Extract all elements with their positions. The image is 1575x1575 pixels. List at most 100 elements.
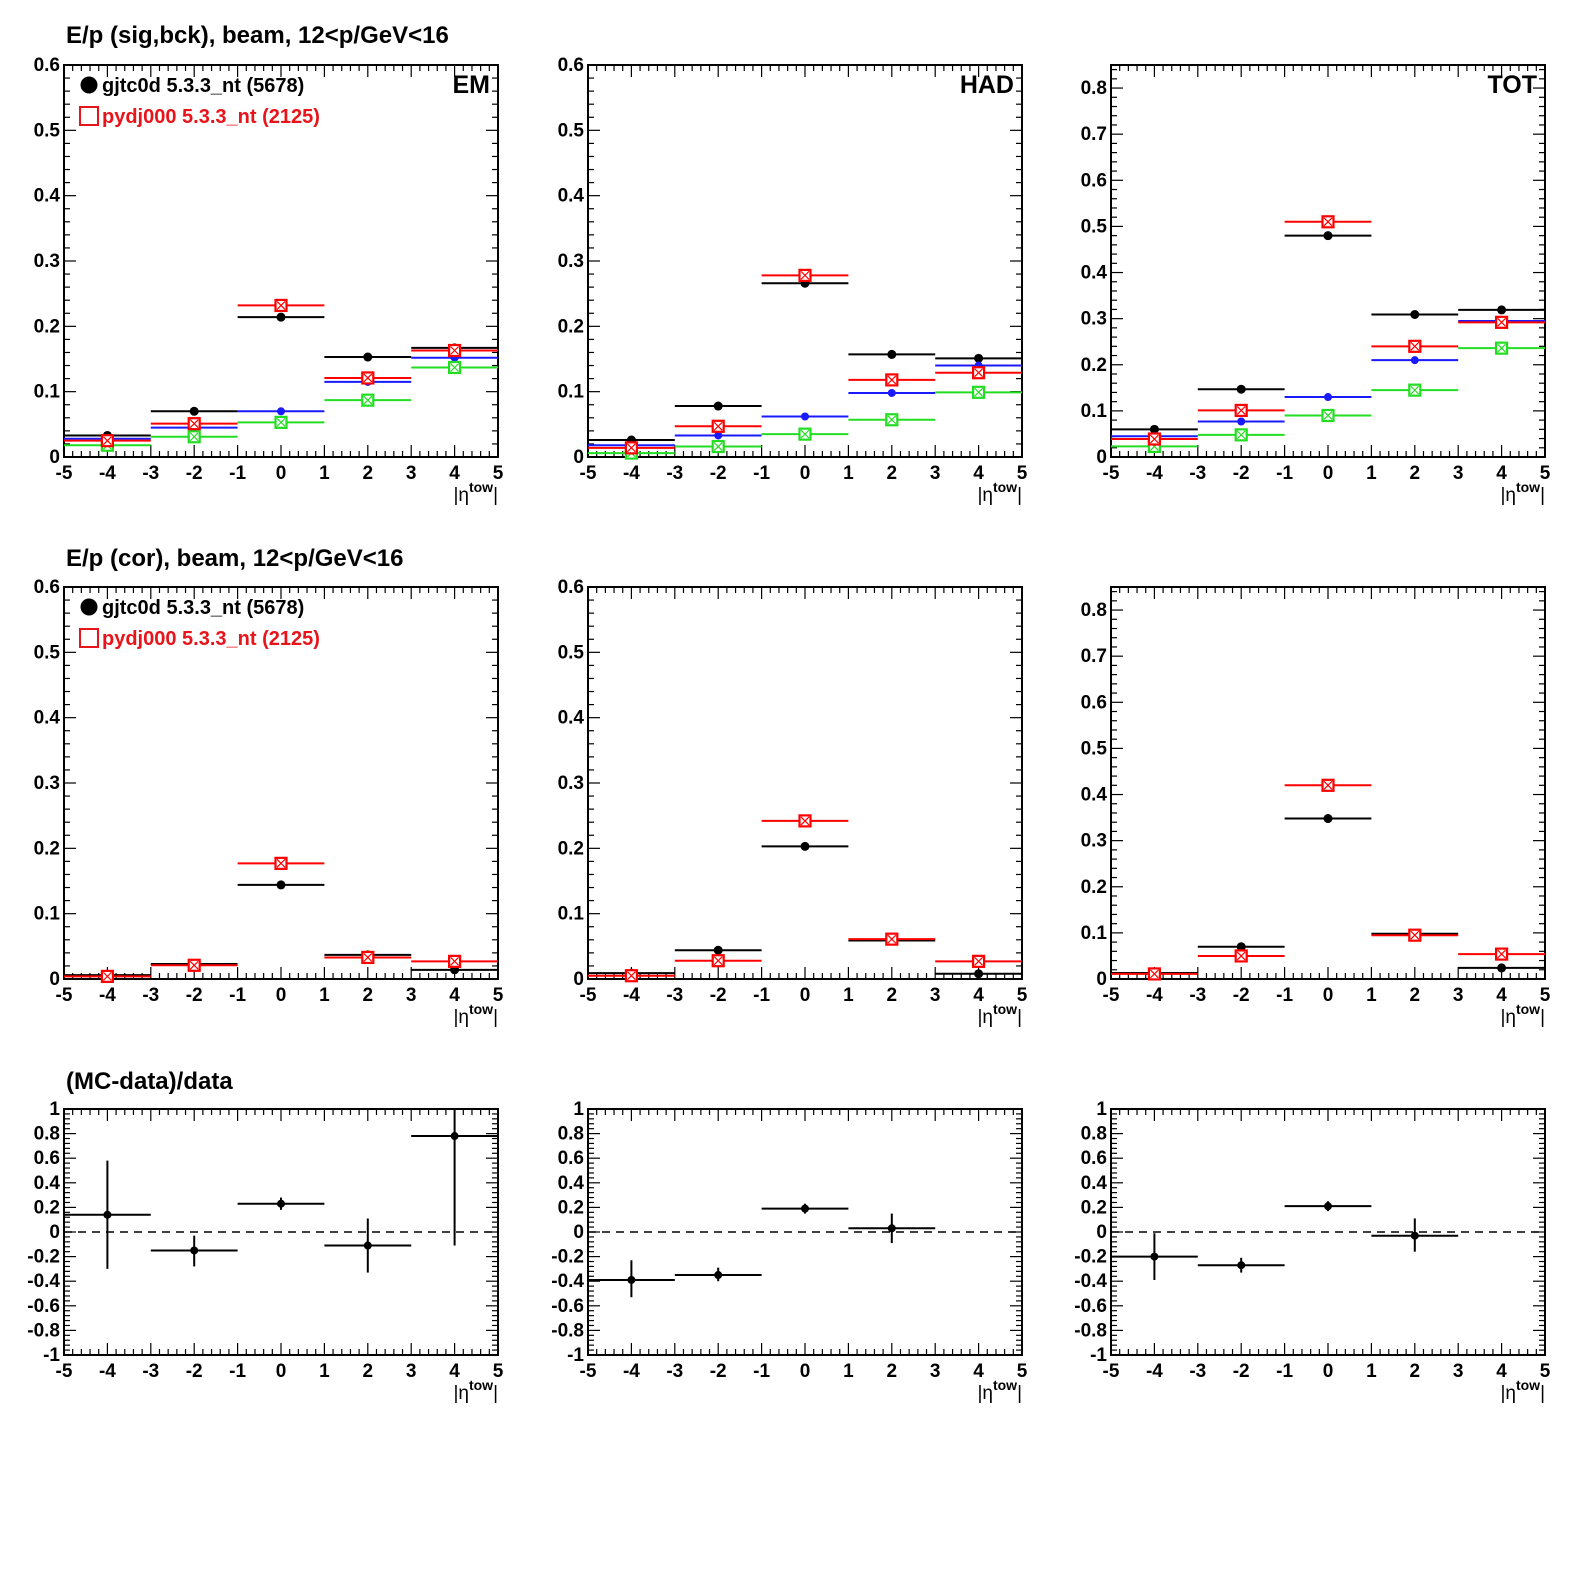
- x-tick-label: -1: [229, 1361, 246, 1382]
- x-tick-label: -2: [1233, 463, 1250, 484]
- x-tick-label: 5: [1017, 1361, 1028, 1382]
- data-point-cross: [626, 443, 636, 453]
- data-point-cross: [1323, 217, 1333, 227]
- y-tick-label: 0.8: [1081, 1124, 1107, 1145]
- x-tick-label: -1: [1276, 463, 1293, 484]
- panel-label: EM: [453, 71, 491, 99]
- data-point-circle: [189, 406, 199, 416]
- x-tick-label: 4: [1496, 1361, 1507, 1382]
- y-tick-label: 0.6: [34, 1148, 60, 1169]
- data-point-cross: [1236, 951, 1246, 961]
- y-tick-label: 0: [573, 447, 584, 468]
- data-point-cross: [1236, 430, 1246, 440]
- y-tick-label: -0.2: [27, 1247, 60, 1268]
- y-tick-label: 0: [1096, 1222, 1107, 1243]
- x-tick-label: 4: [973, 463, 984, 484]
- y-tick-label: -1: [567, 1345, 584, 1366]
- x-tick-label: 1: [1366, 1361, 1377, 1382]
- x-tick-label: -3: [142, 463, 159, 484]
- data-point-circle: [887, 388, 896, 397]
- x-tick-label: 2: [363, 1361, 374, 1382]
- data-point-cross: [887, 375, 897, 385]
- x-tick-label: -1: [753, 985, 770, 1006]
- y-tick-label: -0.4: [551, 1271, 584, 1292]
- x-tick-label: -1: [1276, 1361, 1293, 1382]
- data-point-cross: [189, 960, 199, 970]
- legend-label: pydj000 5.3.3_nt (2125): [102, 106, 320, 128]
- data-point-circle: [1236, 384, 1246, 394]
- x-axis-title: |ηtow|: [1500, 1377, 1545, 1404]
- x-tick-label: 5: [493, 463, 504, 484]
- data-point-cross: [974, 387, 984, 397]
- x-tick-label: 4: [973, 1361, 984, 1382]
- x-tick-label: 0: [1323, 463, 1334, 484]
- data-point-cross: [800, 816, 810, 826]
- data-point-circle: [887, 349, 897, 359]
- y-tick-label: 0.6: [1081, 1148, 1107, 1169]
- x-tick-label: -1: [229, 985, 246, 1006]
- data-point-circle: [713, 945, 723, 955]
- y-tick-label: 0.4: [1081, 263, 1108, 284]
- chart-panel-3: -5 -4 -3 -2 -1 0 1 2 3 4 5 0 0.1 0.2 0.3 0.4 0.5 0.6 |ηtow…: [34, 577, 504, 1028]
- row-title-ratio: (MC-data)/data: [66, 1068, 233, 1095]
- data-point-cross: [1149, 969, 1159, 979]
- data-point-cross: [1323, 780, 1333, 790]
- x-tick-label: 3: [406, 985, 417, 1006]
- x-tick-label: -4: [1146, 1361, 1163, 1382]
- data-point-cross: [1410, 385, 1420, 395]
- y-tick-label: 0.2: [34, 1197, 60, 1218]
- data-point-circle: [974, 969, 984, 979]
- y-tick-label: 0.2: [34, 316, 60, 337]
- y-tick-label: 0.5: [558, 642, 585, 663]
- row-title-cor: E/p (cor), beam, 12<p/GeV<16: [66, 545, 403, 572]
- y-tick-label: 0: [573, 1222, 584, 1243]
- x-tick-label: 4: [449, 1361, 460, 1382]
- y-tick-label: 0.4: [1081, 785, 1108, 806]
- x-tick-label: 1: [843, 1361, 854, 1382]
- x-tick-label: 2: [363, 985, 374, 1006]
- x-tick-label: 0: [800, 1361, 811, 1382]
- y-tick-label: -0.2: [1074, 1247, 1107, 1268]
- y-tick-label: -0.8: [551, 1320, 584, 1341]
- y-tick-label: 0.2: [1081, 355, 1107, 376]
- x-tick-label: 2: [1410, 463, 1421, 484]
- chart-panel-6: -5 -4 -3 -2 -1 0 1 2 3 4 5 -1 -0.8 -0.6 -0.4 -0.2 0 0.2 0.…: [27, 1099, 503, 1404]
- panel-label: HAD: [960, 71, 1014, 99]
- data-point-cross: [276, 417, 286, 427]
- data-point-cross: [800, 270, 810, 280]
- x-axis-title: |ηtow|: [977, 1377, 1022, 1404]
- legend-label: gjtc0d 5.3.3_nt (5678): [102, 75, 304, 97]
- data-point-circle: [363, 1241, 372, 1250]
- x-tick-label: 4: [449, 463, 460, 484]
- row-title-sig-bck: E/p (sig,bck), beam, 12<p/GeV<16: [66, 22, 449, 49]
- y-tick-label: 0.2: [558, 838, 584, 859]
- y-tick-label: 1: [1096, 1099, 1107, 1120]
- data-point-circle: [1323, 231, 1333, 241]
- y-tick-label: 0.4: [34, 186, 61, 207]
- x-tick-label: -4: [99, 463, 116, 484]
- data-point-cross: [887, 934, 897, 944]
- data-point-cross: [450, 363, 460, 372]
- x-tick-label: -2: [186, 1361, 203, 1382]
- x-tick-label: 2: [1410, 1361, 1421, 1382]
- y-tick-label: 0.5: [558, 120, 585, 141]
- x-tick-label: -3: [1189, 1361, 1206, 1382]
- y-tick-label: 0.3: [1081, 309, 1107, 330]
- y-tick-label: 0.8: [558, 1124, 584, 1145]
- data-point-cross: [1497, 343, 1507, 353]
- y-tick-label: -0.4: [27, 1271, 60, 1292]
- x-tick-label: 4: [1496, 985, 1507, 1006]
- y-tick-label: -0.8: [1074, 1320, 1107, 1341]
- data-point-circle: [277, 407, 285, 416]
- data-point-cross: [1410, 341, 1420, 351]
- y-tick-label: 0.6: [558, 55, 584, 76]
- panels-group: -5 -4 -3 -2 -1 0 1 2 3 4 5 0 0.1 0.2 0.3 0.4 0.5 0.6 |ηtow…: [27, 55, 1550, 1404]
- x-tick-label: 2: [363, 463, 374, 484]
- y-tick-label: 0.6: [34, 55, 60, 76]
- y-tick-label: -0.6: [551, 1296, 584, 1317]
- y-tick-label: 0.8: [1081, 600, 1107, 621]
- x-tick-label: 1: [319, 1361, 330, 1382]
- y-tick-label: 0.4: [558, 186, 585, 207]
- x-tick-label: -2: [710, 1361, 727, 1382]
- x-tick-label: 2: [887, 1361, 898, 1382]
